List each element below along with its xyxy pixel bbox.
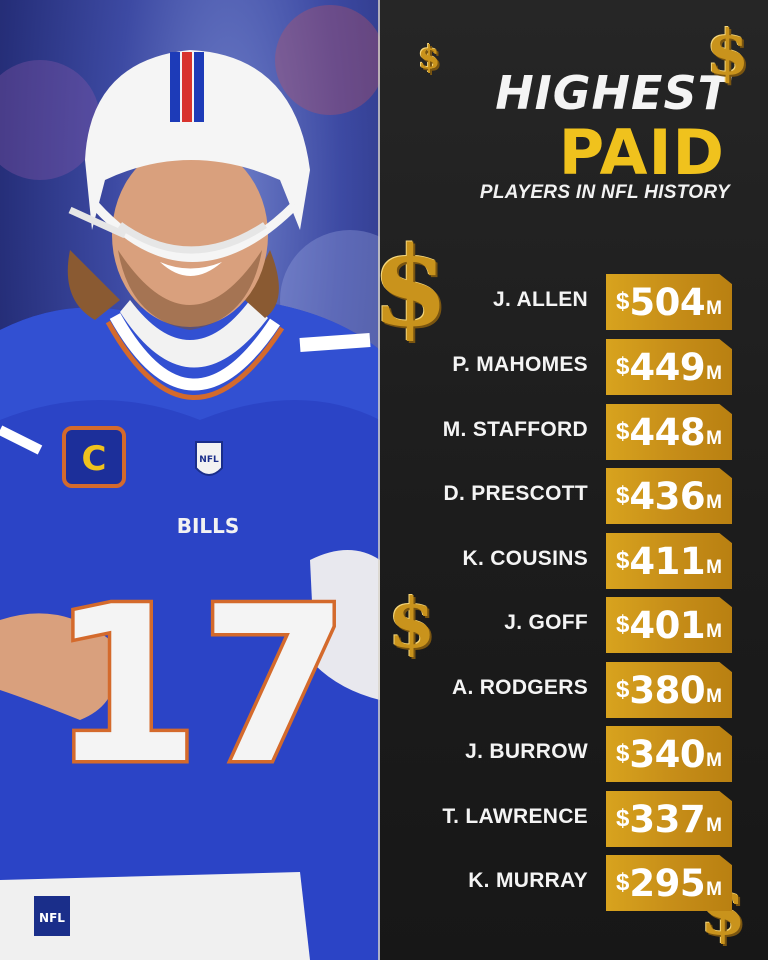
player-name: J. BURROW xyxy=(465,740,588,763)
team-wordmark: BILLS xyxy=(177,514,240,538)
player-name: P. MAHOMES xyxy=(452,353,588,376)
list-item: A. RODGERS $380 M xyxy=(400,662,740,718)
player-name: A. RODGERS xyxy=(451,676,588,699)
salary-unit: M xyxy=(706,492,722,513)
player-illustration: C NFL BILLS 17 NFL xyxy=(0,5,380,960)
salary-tag: $337 M xyxy=(606,791,732,847)
player-name: K. COUSINS xyxy=(462,547,588,570)
salary-tag: $504 M xyxy=(606,274,732,330)
currency-symbol: $ xyxy=(616,482,630,509)
salary-unit: M xyxy=(706,428,722,449)
list-item: J. GOFF $401 M xyxy=(400,597,740,653)
player-name: K. MURRAY xyxy=(468,869,588,892)
list-item: P. MAHOMES $449 M xyxy=(400,339,740,395)
jersey-number: 17 xyxy=(50,560,349,811)
currency-symbol: $ xyxy=(616,740,630,767)
list-item: K. COUSINS $411 M xyxy=(400,533,740,589)
salary-amount: 504 xyxy=(629,280,706,324)
subtitle: PLAYERS IN NFL HISTORY xyxy=(479,182,730,203)
player-name: J. GOFF xyxy=(504,611,588,634)
nfl-shield-text: NFL xyxy=(199,455,219,465)
salary-unit: M xyxy=(706,363,722,384)
salary-tag: $449 M xyxy=(606,339,732,395)
gold-dollar-sign-icon: $ xyxy=(372,222,449,351)
salary-tag: $380 M xyxy=(606,662,732,718)
pants-nfl-logo: NFL xyxy=(39,911,65,925)
salary-unit: M xyxy=(706,686,722,707)
player-name: M. STAFFORD xyxy=(442,418,588,441)
salary-unit: M xyxy=(706,557,722,578)
salary-amount: 295 xyxy=(629,861,706,905)
player-name: T. LAWRENCE xyxy=(442,805,588,828)
salary-tag: $436 M xyxy=(606,468,732,524)
salary-amount: 449 xyxy=(629,345,706,389)
salary-unit: M xyxy=(706,879,722,900)
salary-amount: 337 xyxy=(629,797,706,841)
title-line-1: HIGHEST xyxy=(495,66,730,120)
list-item: M. STAFFORD $448 M xyxy=(400,404,740,460)
salary-tag: $448 M xyxy=(606,404,732,460)
currency-symbol: $ xyxy=(616,869,630,896)
salary-amount: 340 xyxy=(629,732,706,776)
salary-unit: M xyxy=(706,621,722,642)
list-item: J. BURROW $340 M xyxy=(400,726,740,782)
list-item: T. LAWRENCE $337 M xyxy=(400,791,740,847)
salary-amount: 380 xyxy=(629,668,706,712)
player-name: J. ALLEN xyxy=(493,288,588,311)
currency-symbol: $ xyxy=(616,805,630,832)
salary-tag: $401 M xyxy=(606,597,732,653)
panel-divider xyxy=(378,0,380,960)
list-item: D. PRESCOTT $436 M xyxy=(400,468,740,524)
currency-symbol: $ xyxy=(616,288,630,315)
list-item: J. ALLEN $504 M xyxy=(400,274,740,330)
salary-unit: M xyxy=(706,298,722,319)
player-photo: C NFL BILLS 17 NFL xyxy=(0,0,380,960)
player-name: D. PRESCOTT xyxy=(443,482,588,505)
title-line-2: PAID xyxy=(558,116,725,189)
salary-amount: 411 xyxy=(629,539,706,583)
salary-tag: $340 M xyxy=(606,726,732,782)
salary-amount: 401 xyxy=(629,603,706,647)
currency-symbol: $ xyxy=(616,418,630,445)
currency-symbol: $ xyxy=(616,611,630,638)
salary-amount: 436 xyxy=(629,474,706,518)
salary-tag: $411 M xyxy=(606,533,732,589)
captain-patch-letter: C xyxy=(82,439,107,479)
salary-unit: M xyxy=(706,750,722,771)
currency-symbol: $ xyxy=(616,547,630,574)
gold-dollar-sign-icon: $ xyxy=(418,38,441,76)
list-item: K. MURRAY $295 M xyxy=(400,855,740,911)
salary-tag: $295 M xyxy=(606,855,732,911)
currency-symbol: $ xyxy=(616,676,630,703)
salary-amount: 448 xyxy=(629,410,706,454)
salary-unit: M xyxy=(706,815,722,836)
gold-dollar-sign-icon: $ xyxy=(388,584,436,664)
currency-symbol: $ xyxy=(616,353,630,380)
gold-dollar-sign-icon: $ xyxy=(706,16,750,89)
